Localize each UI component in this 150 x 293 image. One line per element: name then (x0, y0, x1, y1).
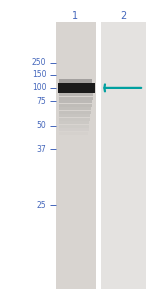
Bar (100, 22, 146, 289)
Bar (59, 100, 92, 103)
Text: 50: 50 (37, 122, 46, 130)
Bar (59, 104, 92, 107)
Bar (59, 93, 93, 96)
Bar (59, 125, 89, 128)
Bar (59, 111, 91, 114)
Bar (59, 107, 91, 110)
Bar (56, 22, 96, 289)
Text: 100: 100 (32, 84, 46, 92)
Text: 25: 25 (37, 201, 46, 209)
Text: 150: 150 (32, 70, 46, 79)
Text: 1: 1 (72, 11, 78, 21)
Bar (58, 83, 94, 93)
Bar (59, 121, 89, 124)
Text: 250: 250 (32, 59, 46, 67)
Bar (59, 97, 93, 100)
Text: 2: 2 (120, 11, 126, 21)
Text: 37: 37 (37, 145, 46, 154)
Bar (59, 114, 90, 117)
Text: 75: 75 (37, 97, 46, 105)
Bar (59, 128, 88, 131)
Bar (58, 79, 92, 83)
Bar (59, 118, 90, 121)
Bar (59, 132, 88, 135)
